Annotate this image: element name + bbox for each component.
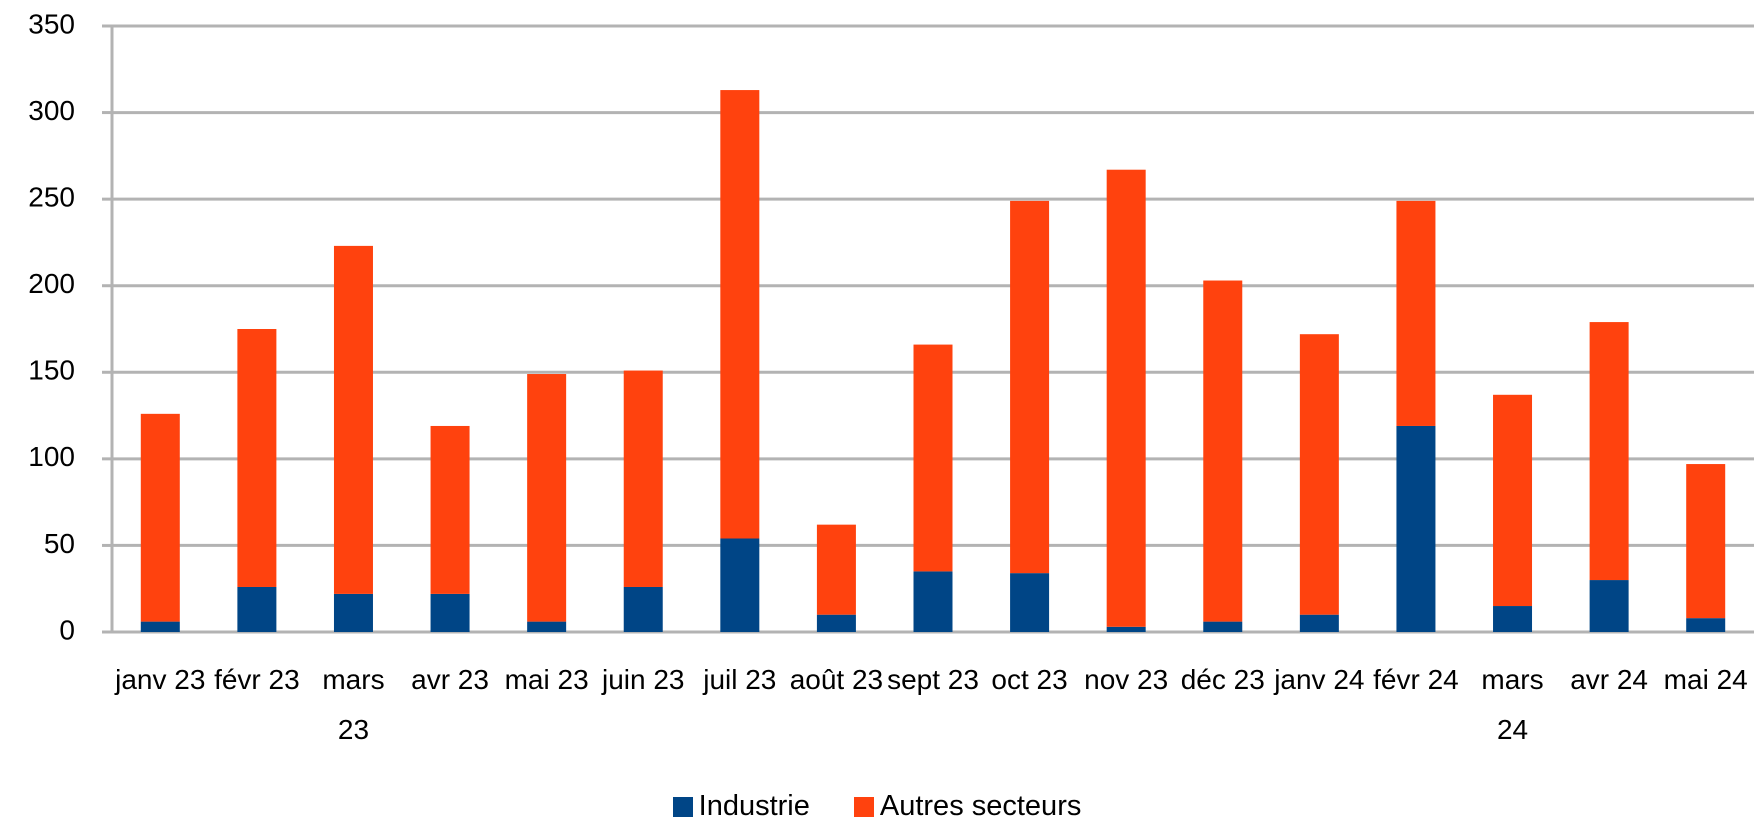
x-tick-label: avr 23 xyxy=(411,664,489,695)
bar-segment xyxy=(430,593,470,632)
y-tick-label: 200 xyxy=(28,268,75,299)
legend-label: Industrie xyxy=(698,790,810,822)
bar-segment xyxy=(430,425,470,594)
bar-segment xyxy=(816,524,856,615)
bar-segment xyxy=(623,370,663,587)
x-tick-label: mars 23 xyxy=(322,664,385,745)
x-tick-label: févr 23 xyxy=(214,664,300,695)
bar-segment xyxy=(237,329,277,587)
x-tick-label: avr 24 xyxy=(1570,664,1649,695)
bar-segment xyxy=(527,621,567,632)
x-tick-label: mars 24 xyxy=(1481,664,1544,745)
x-tick-label: janv 23 xyxy=(115,664,206,695)
bar-segment xyxy=(1493,606,1533,632)
bar-segment xyxy=(237,586,277,632)
y-tick-label: 50 xyxy=(44,528,75,559)
bar-segment xyxy=(1396,425,1436,632)
bar-segment xyxy=(333,245,373,594)
x-tick-label: déc 23 xyxy=(1180,664,1265,695)
bar-segment xyxy=(623,586,663,632)
bar-segment xyxy=(1010,573,1050,632)
legend-swatch xyxy=(853,796,874,817)
legend-item: Autres secteurs xyxy=(853,790,1082,823)
bar-segment xyxy=(140,621,180,632)
bar-segment xyxy=(913,344,953,572)
x-tick-label: oct 23 xyxy=(991,664,1068,695)
y-tick-label: 300 xyxy=(28,95,75,126)
bar-segment xyxy=(1589,580,1629,632)
x-tick-label: mai 24 xyxy=(1663,664,1748,695)
bar-segment xyxy=(913,571,953,632)
x-tick-label: sept 23 xyxy=(887,664,979,695)
bar-segment xyxy=(1010,200,1050,574)
x-tick-label: juil 23 xyxy=(703,664,777,695)
x-tick-label: févr 24 xyxy=(1373,664,1459,695)
bar-segment xyxy=(1493,394,1533,607)
bar-segment xyxy=(140,413,180,622)
bar-segment xyxy=(1203,621,1243,632)
bar-segment xyxy=(720,538,760,632)
x-tick-label: nov 23 xyxy=(1084,664,1169,695)
bar-segment xyxy=(816,614,856,632)
bar-segment xyxy=(1396,200,1436,426)
bar-segment xyxy=(527,374,567,622)
legend-label: Autres secteurs xyxy=(879,790,1082,822)
legend-swatch xyxy=(672,796,693,817)
y-tick-label: 100 xyxy=(28,441,75,472)
y-tick-label: 350 xyxy=(28,8,75,39)
bar-segment xyxy=(720,90,760,539)
bar-segment xyxy=(1686,618,1726,632)
x-tick-label: août 23 xyxy=(789,664,884,695)
legend: Industrie Autres secteurs xyxy=(0,790,1754,823)
bar-segment xyxy=(1106,169,1146,627)
bar-segment xyxy=(1299,334,1339,615)
bar-segment xyxy=(1203,280,1243,622)
bar-segment xyxy=(1299,614,1339,632)
legend-item: Industrie xyxy=(672,790,810,823)
bar-segment xyxy=(1106,626,1146,632)
bar-segment xyxy=(1589,322,1629,581)
x-tick-label: juin 23 xyxy=(601,664,685,695)
x-tick-label: mai 23 xyxy=(504,664,589,695)
x-tick-label: janv 24 xyxy=(1274,664,1365,695)
bar-segment xyxy=(1686,464,1726,619)
y-tick-label: 150 xyxy=(28,355,75,386)
bar-segment xyxy=(333,593,373,632)
y-tick-label: 250 xyxy=(28,182,75,213)
y-tick-label: 0 xyxy=(59,614,75,645)
